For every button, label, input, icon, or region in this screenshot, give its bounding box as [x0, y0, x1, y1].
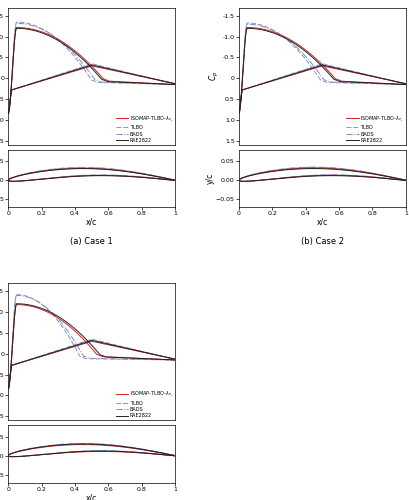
Legend: ISOMAP-TLBO-$\lambda_{e_1}$, TLBO, BADS, RAE2822: ISOMAP-TLBO-$\lambda_{e_1}$, TLBO, BADS,… [345, 114, 403, 144]
X-axis label: x/c: x/c [86, 493, 97, 500]
X-axis label: x/c: x/c [86, 218, 97, 226]
Y-axis label: y/c: y/c [205, 173, 214, 184]
Legend: ISOMAP-TLBO-$\lambda_{e_1}$, TLBO, BADS, RAE2822: ISOMAP-TLBO-$\lambda_{e_1}$, TLBO, BADS,… [115, 114, 173, 144]
X-axis label: x/c: x/c [316, 218, 327, 226]
Text: (b) Case 2: (b) Case 2 [300, 237, 343, 246]
Text: (a) Case 1: (a) Case 1 [70, 237, 113, 246]
Y-axis label: $C_p$: $C_p$ [208, 71, 221, 82]
Legend: ISOMAP-TLBO-$\lambda_{e_1}$, TLBO, BADS, RAE2822: ISOMAP-TLBO-$\lambda_{e_1}$, TLBO, BADS,… [115, 389, 173, 419]
